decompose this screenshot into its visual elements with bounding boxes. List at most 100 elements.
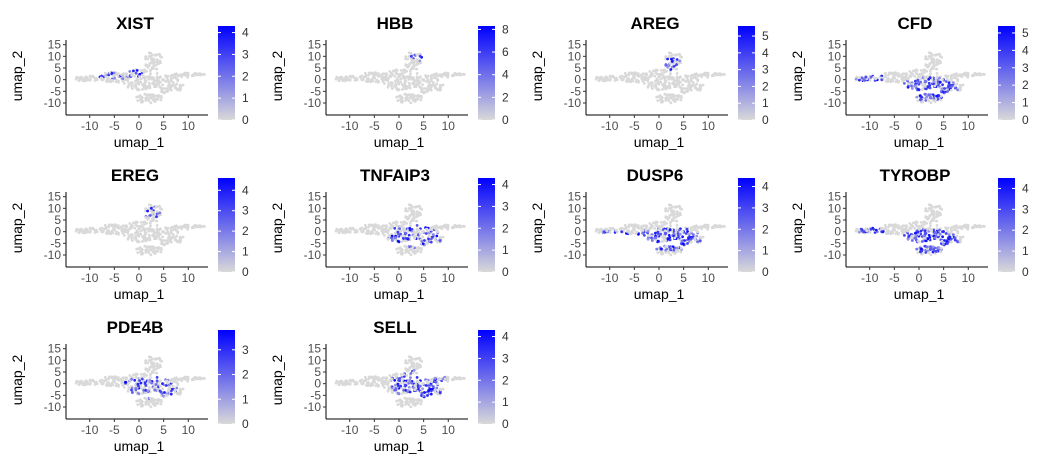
data-point	[892, 74, 895, 77]
data-point	[136, 239, 140, 243]
data-point	[125, 376, 129, 380]
data-point	[137, 232, 140, 236]
data-point	[668, 76, 672, 80]
data-point	[926, 217, 930, 221]
x-tick-label: 10	[182, 271, 196, 285]
data-point	[935, 210, 939, 213]
data-point	[414, 231, 418, 234]
data-point	[395, 95, 399, 99]
data-point	[365, 382, 369, 385]
data-point	[446, 377, 450, 381]
data-point	[892, 226, 895, 229]
data-point	[722, 72, 725, 76]
data-point	[405, 69, 408, 73]
data-point	[386, 237, 390, 241]
data-point	[390, 391, 394, 394]
data-point	[149, 72, 152, 75]
data-point	[429, 228, 433, 232]
data-point	[410, 364, 414, 367]
points	[594, 51, 726, 105]
data-point	[349, 379, 353, 383]
data-point	[175, 82, 179, 86]
data-point	[869, 227, 873, 231]
legend-label: 0	[762, 265, 769, 279]
data-point	[924, 99, 928, 102]
data-point	[159, 94, 163, 98]
data-point	[689, 85, 693, 89]
data-point	[110, 72, 114, 76]
data-point	[146, 57, 150, 61]
data-point	[664, 55, 668, 59]
data-point	[414, 98, 418, 101]
data-point	[918, 227, 921, 231]
data-point	[439, 225, 442, 229]
data-point	[669, 57, 673, 61]
data-point	[77, 76, 81, 80]
legend-label: 3	[242, 47, 249, 61]
data-point	[380, 377, 383, 381]
data-point	[123, 82, 126, 85]
data-point	[929, 253, 933, 257]
data-point	[971, 73, 975, 77]
data-point	[160, 87, 164, 91]
x-tick-label: 10	[182, 423, 196, 437]
data-point	[624, 75, 628, 78]
data-point	[153, 388, 157, 392]
data-point	[349, 227, 353, 231]
x-tick-label: 0	[656, 271, 663, 285]
x-tick-label: 5	[420, 423, 427, 437]
data-point	[656, 239, 660, 243]
data-point	[910, 84, 913, 88]
data-point	[919, 77, 923, 81]
data-point	[914, 84, 918, 88]
x-tick-label: 0	[656, 119, 663, 133]
data-point	[149, 224, 152, 228]
data-point	[112, 378, 115, 381]
data-point	[399, 221, 403, 224]
data-point	[652, 69, 655, 73]
data-point	[149, 399, 152, 403]
data-point	[409, 220, 413, 223]
data-point	[959, 73, 962, 77]
data-point	[148, 228, 152, 232]
data-point	[926, 237, 930, 241]
data-point	[173, 86, 177, 90]
data-point	[344, 379, 348, 383]
data-point	[383, 234, 386, 237]
data-point	[679, 246, 683, 250]
data-point	[159, 98, 163, 102]
data-point	[699, 236, 703, 240]
data-point	[609, 227, 613, 231]
data-point	[608, 230, 612, 234]
data-point	[421, 242, 425, 246]
data-point	[134, 383, 137, 387]
data-point	[140, 88, 144, 91]
y-axis-title: umap_2	[269, 50, 285, 101]
data-point	[949, 228, 953, 232]
data-point	[393, 74, 397, 78]
y-tick-label: 10	[308, 49, 322, 63]
data-point	[139, 221, 143, 224]
data-point	[672, 96, 676, 100]
data-point	[155, 63, 158, 67]
data-point	[919, 69, 923, 72]
x-tick-label: 0	[136, 271, 143, 285]
data-point	[883, 223, 887, 227]
legend-label: 4	[502, 68, 509, 82]
data-point	[673, 84, 677, 88]
data-point	[94, 380, 98, 384]
data-point	[433, 84, 437, 88]
data-point	[168, 235, 172, 239]
data-point	[916, 230, 920, 234]
data-point	[365, 78, 369, 81]
data-point	[665, 69, 668, 73]
data-point	[939, 246, 943, 250]
data-point	[431, 225, 434, 229]
data-point	[149, 372, 153, 375]
data-point	[178, 391, 182, 395]
data-point	[153, 252, 157, 255]
data-point	[951, 73, 954, 77]
data-point	[148, 380, 152, 384]
data-point	[163, 391, 166, 394]
y-tick-label: 0	[54, 73, 61, 87]
